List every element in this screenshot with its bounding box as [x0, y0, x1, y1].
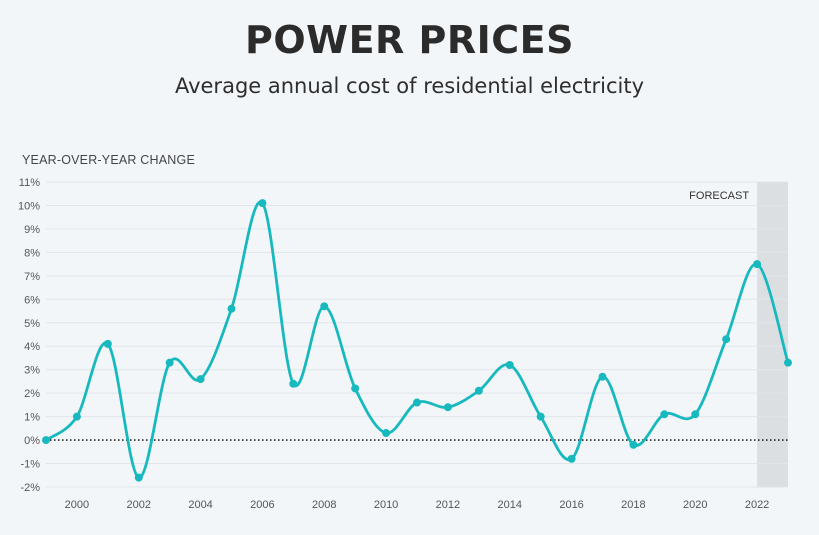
data-point	[443, 403, 452, 412]
x-tick-label: 2010	[374, 499, 398, 511]
x-tick-label: 2020	[683, 499, 707, 511]
data-point	[753, 260, 762, 269]
y-tick-label: 9%	[24, 224, 40, 236]
x-tick-label: 2008	[312, 499, 336, 511]
data-point	[691, 410, 700, 419]
y-tick-label: 10%	[18, 200, 40, 212]
y-tick-label: 5%	[24, 318, 40, 330]
data-point	[413, 398, 421, 407]
chart-title: POWER PRICES	[245, 18, 574, 62]
data-point	[289, 379, 298, 388]
y-tick-label: 11%	[19, 177, 40, 189]
x-tick-label: 2006	[250, 499, 274, 511]
data-point	[382, 429, 391, 438]
series-line	[45, 200, 790, 480]
x-tick-label: 2022	[745, 499, 769, 511]
data-point	[598, 372, 607, 381]
x-tick-label: 2016	[559, 499, 583, 511]
y-tick-label: 2%	[24, 388, 40, 400]
y-tick-label: 3%	[24, 365, 40, 377]
data-point	[134, 473, 143, 482]
data-point	[196, 375, 205, 384]
y-tick-label: 7%	[24, 271, 40, 283]
chart-subtitle: Average annual cost of residential elect…	[174, 74, 645, 98]
data-point	[629, 440, 638, 449]
data-point	[165, 358, 174, 367]
x-tick-label: 2012	[436, 499, 460, 511]
data-point	[227, 304, 236, 313]
data-point	[784, 358, 792, 367]
x-tick-label: 2004	[188, 499, 212, 511]
data-point	[722, 335, 731, 344]
y-tick-label: 4%	[24, 341, 40, 353]
y-tick-label: -1%	[20, 459, 40, 471]
data-point	[103, 339, 112, 348]
data-point	[505, 361, 514, 369]
data-point	[351, 384, 360, 393]
y-axis-label: YEAR-OVER-YEAR CHANGE	[22, 153, 195, 167]
data-point	[72, 412, 81, 421]
x-tick-label: 2002	[127, 499, 151, 511]
data-point	[42, 436, 50, 445]
data-point	[567, 454, 576, 463]
x-tick-label: 2014	[498, 499, 522, 511]
data-point	[258, 199, 267, 208]
data-point	[320, 302, 329, 311]
data-point	[660, 410, 669, 419]
y-tick-label: -2%	[20, 482, 40, 494]
y-tick-label: 0%	[24, 435, 40, 447]
forecast-region	[757, 182, 788, 487]
x-tick-label: 2000	[65, 499, 89, 511]
y-tick-label: 6%	[24, 294, 40, 306]
y-tick-label: 8%	[24, 247, 40, 259]
x-tick-label: 2018	[621, 499, 645, 511]
forecast-label: FORECAST	[689, 190, 749, 202]
y-tick-label: 1%	[24, 412, 40, 424]
data-point	[536, 412, 545, 421]
data-point	[474, 386, 483, 395]
